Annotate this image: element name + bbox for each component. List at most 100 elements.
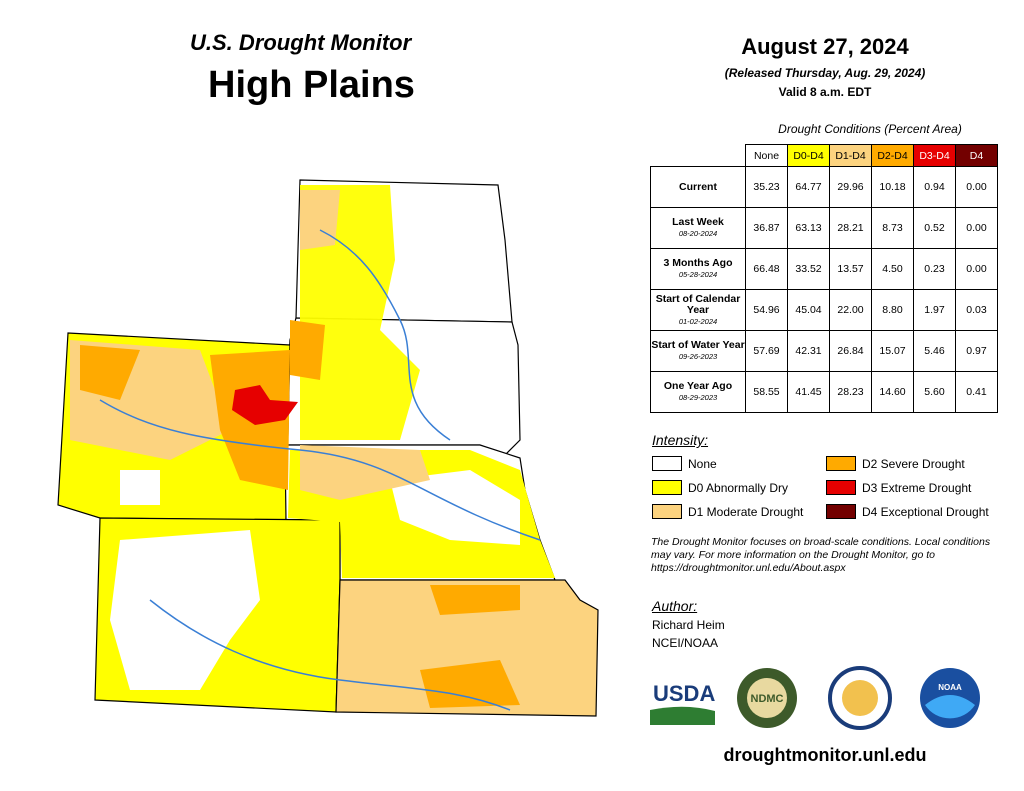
table-cell: 35.23	[745, 166, 788, 208]
table-body: None D0-D4 D1-D4 D2-D4 D3-D4 D4 Current 35.23 64…	[650, 144, 998, 413]
legend-label: D2 Severe Drought	[862, 456, 965, 471]
author-title: Author:	[652, 598, 698, 614]
header-row: None D0-D4 D1-D4 D2-D4 D3-D4 D4	[651, 144, 998, 167]
author-line: NCEI/NOAA	[652, 636, 719, 650]
column-header: D2-D4	[871, 144, 914, 167]
usda-logo: USDA	[653, 681, 715, 706]
legend-swatch	[826, 504, 856, 519]
table-cell: 0.52	[913, 207, 956, 249]
noaa-label: NOAA	[938, 683, 962, 692]
website: droughtmonitor.unl.edu	[723, 745, 927, 765]
legend-swatch	[652, 504, 682, 519]
table-cell: 54.96	[745, 289, 788, 331]
note: The Drought Monitor focuses on broad-sca…	[651, 536, 991, 574]
table-cell: 26.84	[829, 330, 872, 372]
river	[319, 229, 451, 441]
legend-title: Intensity:	[652, 432, 709, 448]
table-cell: 0.00	[955, 248, 998, 290]
row-name: One Year Ago	[663, 380, 733, 392]
table-cell: 33.52	[787, 248, 830, 290]
table-cell: 64.77	[787, 166, 830, 208]
row-name: Current	[679, 180, 717, 193]
d2-area	[290, 320, 325, 380]
table-row: Start of Calendar Year 01-02-2024 54.96 45.…	[650, 289, 998, 331]
table-cell: 8.73	[871, 207, 914, 249]
none-area	[120, 470, 160, 505]
legend-swatch	[652, 480, 682, 495]
region: High Plains	[208, 64, 415, 106]
legend-swatch	[826, 480, 856, 495]
noaa-wave	[925, 695, 975, 719]
table-cell: 42.31	[787, 330, 830, 372]
table-cell: 28.21	[829, 207, 872, 249]
table-cell: 41.45	[787, 371, 830, 413]
legend-label: D1 Moderate Drought	[688, 504, 804, 519]
table-cell: 0.00	[955, 207, 998, 249]
row-label: Last Week 08-20-2024	[650, 207, 746, 249]
usda-mark	[650, 706, 715, 725]
table-cell: 5.60	[913, 371, 956, 413]
row-name: Start of Calendar Year	[655, 292, 741, 316]
column-header: D4	[955, 144, 998, 167]
d2-area	[430, 585, 520, 615]
legend-item: D4 Exceptional Drought	[826, 504, 989, 519]
legend-swatch	[652, 456, 682, 471]
table-row: One Year Ago 08-29-2023 58.55 41.45 28.23 14.…	[650, 371, 998, 413]
table-cell: 0.03	[955, 289, 998, 331]
table-cell: 28.23	[829, 371, 872, 413]
kansas	[335, 579, 599, 717]
column-header: D3-D4	[913, 144, 956, 167]
table-cell: 15.07	[871, 330, 914, 372]
legend-swatch	[826, 456, 856, 471]
table-cell: 13.57	[829, 248, 872, 290]
released: (Released Thursday, Aug. 29, 2024)	[724, 66, 926, 80]
table-row: Last Week 08-20-2024 36.87 63.13 28.21 8.73 0.…	[650, 207, 998, 249]
row-date: 01-02-2024	[678, 316, 718, 326]
table-cell: 8.80	[871, 289, 914, 331]
table-cell: 0.23	[913, 248, 956, 290]
conditions-table: None D0-D4 D1-D4 D2-D4 D3-D4 D4 Current 35.23 64…	[650, 144, 998, 413]
river	[149, 599, 511, 711]
d0-area	[300, 185, 420, 440]
table-cell: 0.94	[913, 166, 956, 208]
drought-areas	[70, 185, 555, 708]
table-cell: 10.18	[871, 166, 914, 208]
table-cell: 5.46	[913, 330, 956, 372]
row-label: Start of Calendar Year 01-02-2024	[650, 289, 746, 331]
table-row: 3 Months Ago 05-28-2024 66.48 33.52 13.57 4.5…	[650, 248, 998, 290]
row-label: 3 Months Ago 05-28-2024	[650, 248, 746, 290]
map	[57, 179, 599, 717]
column-header: D0-D4	[787, 144, 830, 167]
table-cell: 1.97	[913, 289, 956, 331]
row-name: Start of Water Year	[651, 339, 745, 351]
row-name: Last Week	[672, 216, 724, 228]
table-caption: Drought Conditions (Percent Area)	[778, 122, 962, 136]
d3-area	[232, 385, 298, 425]
legend-item: None	[652, 456, 717, 471]
legend-label: D4 Exceptional Drought	[862, 504, 989, 519]
ndmc-inner	[747, 678, 787, 718]
row-date: 08-20-2024	[678, 229, 718, 238]
table-cell: 29.96	[829, 166, 872, 208]
title: U.S. Drought Monitor	[190, 30, 412, 55]
row-name: 3 Months Ago	[663, 257, 733, 269]
table-cell: 36.87	[745, 207, 788, 249]
d1-area	[300, 190, 340, 250]
table-cell: 22.00	[829, 289, 872, 331]
column-header: None	[745, 144, 788, 167]
table-cell: 14.60	[871, 371, 914, 413]
legend-label: None	[688, 456, 717, 471]
d2-area	[80, 345, 140, 400]
author-line: Richard Heim	[652, 618, 725, 632]
table-cell: 63.13	[787, 207, 830, 249]
row-date: 08-29-2023	[678, 393, 718, 402]
d1-area	[300, 445, 430, 500]
legend-label: D0 Abnormally Dry	[688, 480, 789, 495]
date: August 27, 2024	[741, 34, 909, 59]
row-label: Current	[650, 166, 746, 208]
none-area	[110, 530, 260, 690]
row-label: Start of Water Year 09-26-2023	[650, 330, 746, 372]
table-row: Start of Water Year 09-26-2023 57.69 42.31 2…	[650, 330, 998, 372]
